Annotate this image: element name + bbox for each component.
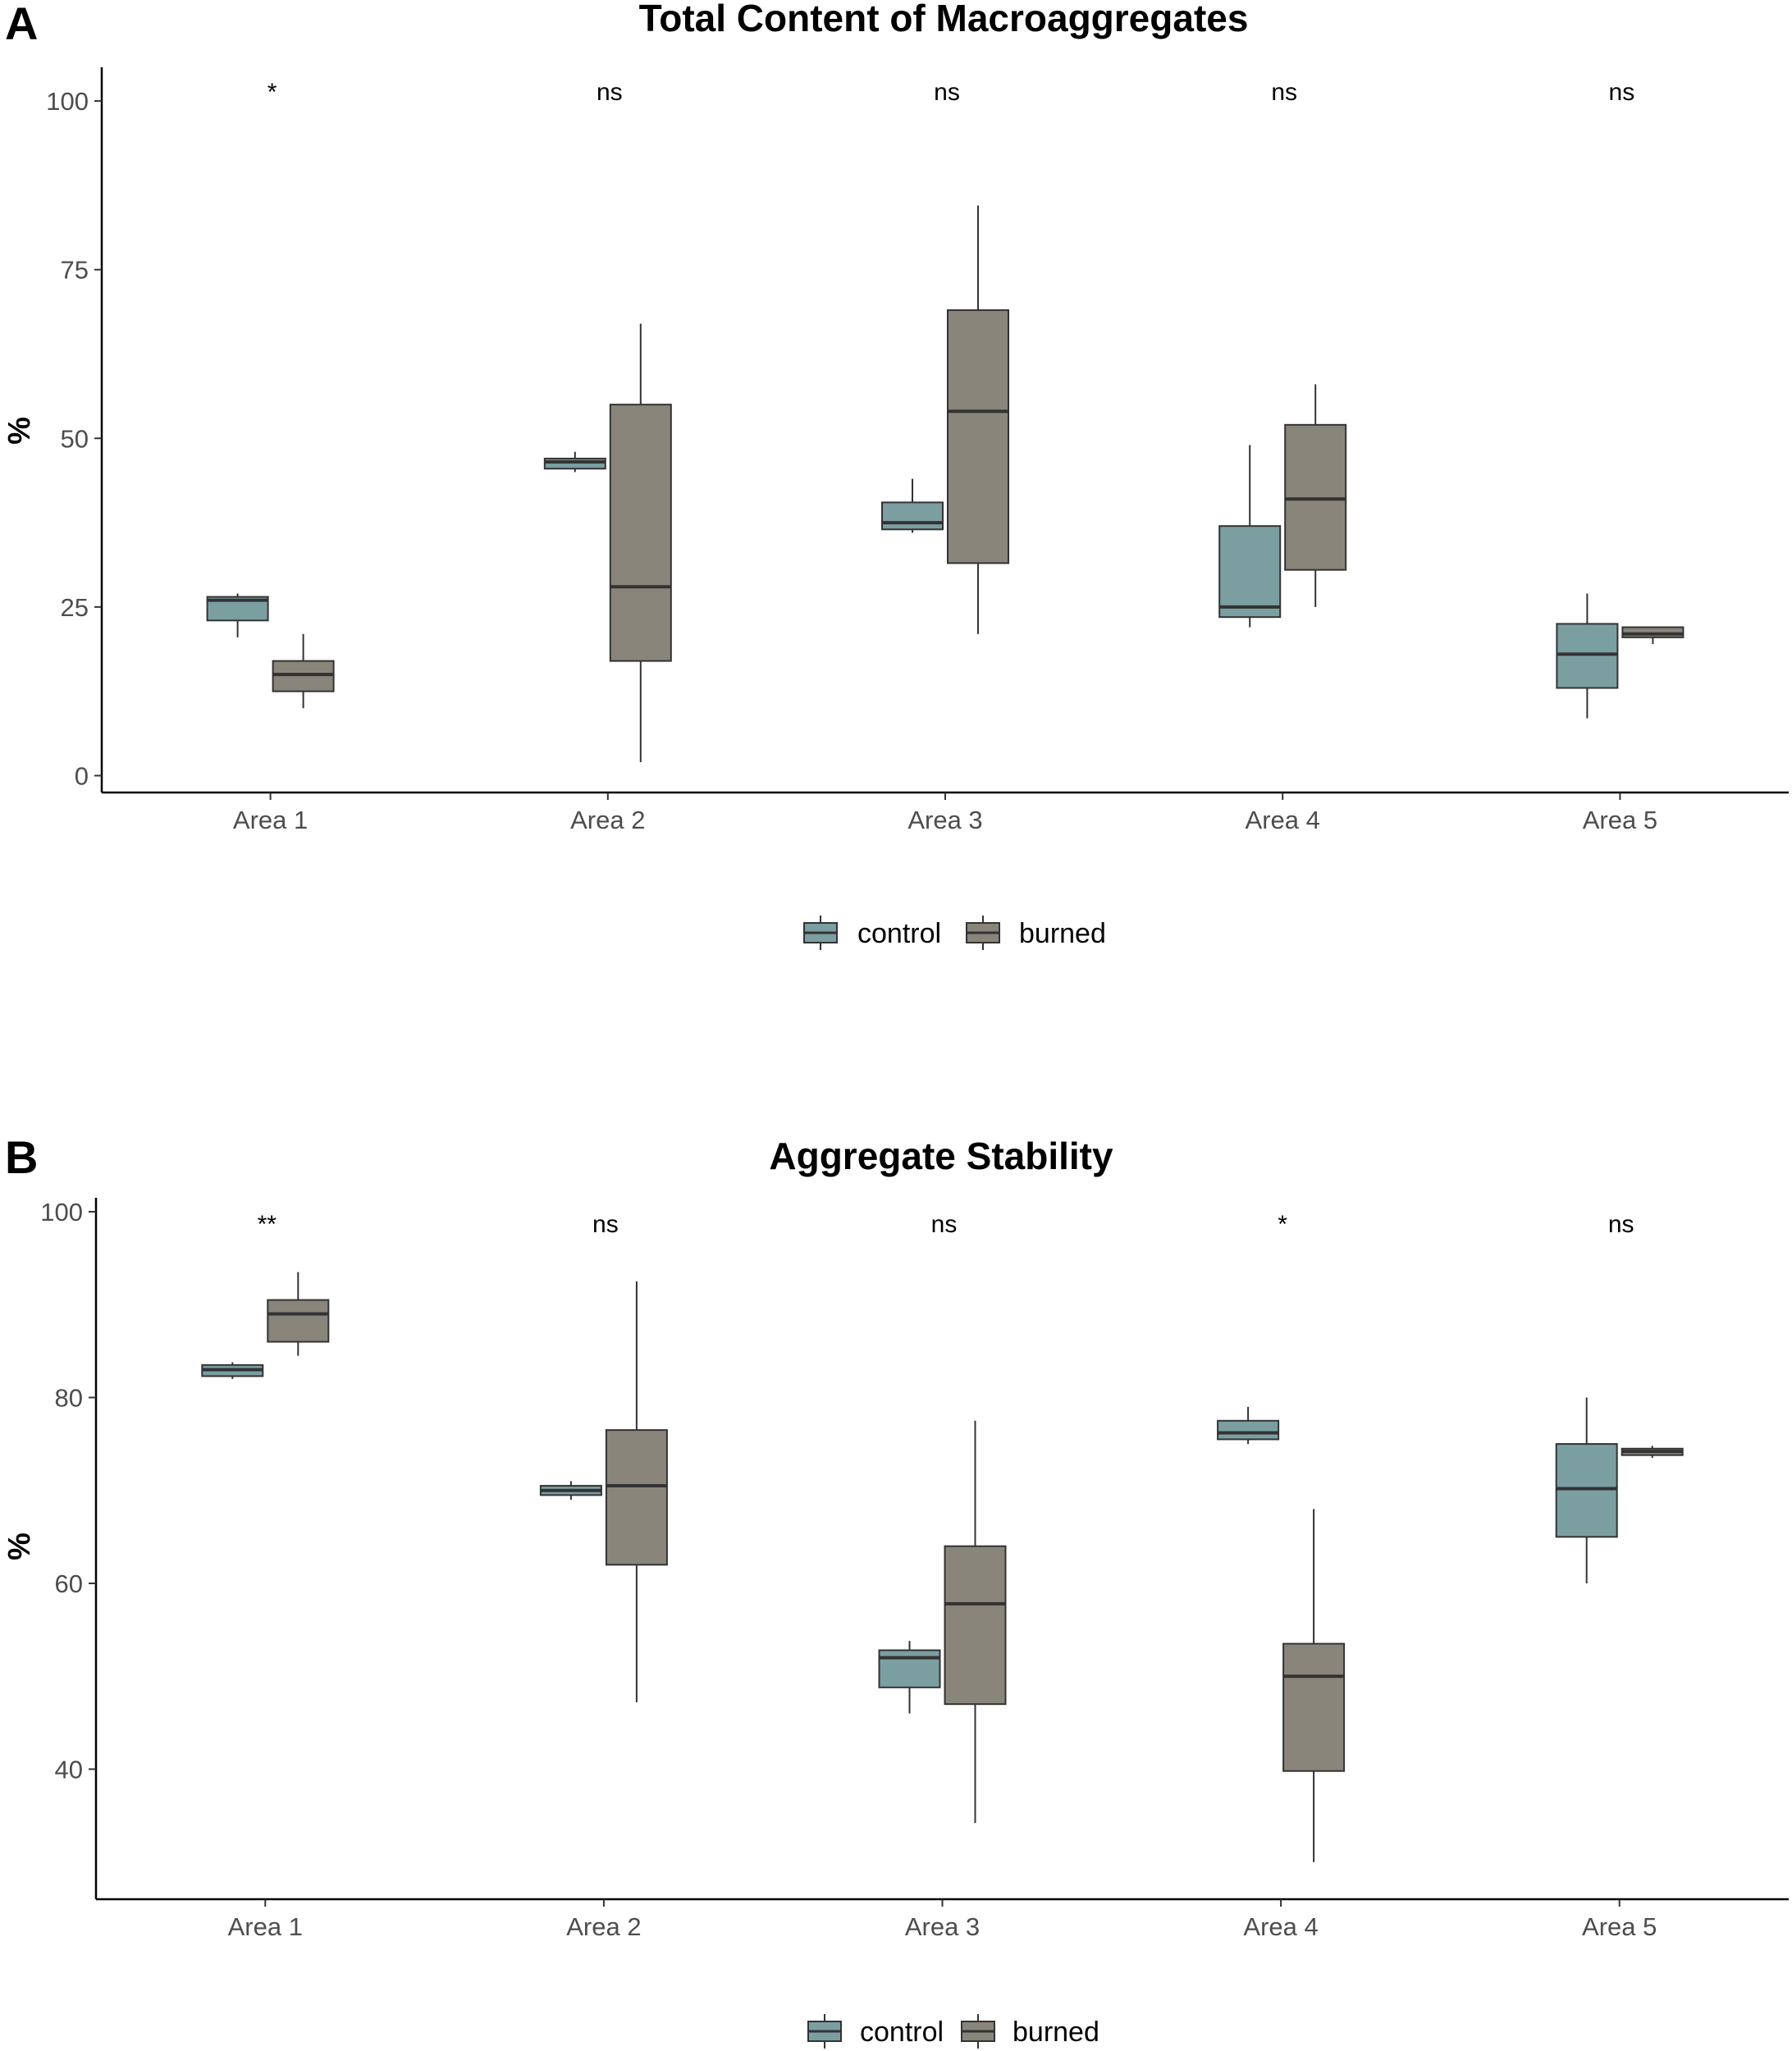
box-control <box>206 593 269 637</box>
x-tick-label: Area 1 <box>228 1912 303 1941</box>
significance-label: ns <box>934 79 960 106</box>
box-burned <box>1621 1446 1684 1459</box>
box-iqr <box>1282 1642 1346 1772</box>
y-tick-label: 100 <box>40 1198 83 1226</box>
y-tick-label: 40 <box>55 1755 83 1784</box>
significance-label: ns <box>592 1211 619 1238</box>
box-burned <box>947 205 1009 634</box>
box-burned <box>605 1281 668 1702</box>
x-tick-label: Area 3 <box>907 806 982 834</box>
box-control <box>1556 593 1619 719</box>
box-iqr <box>609 404 672 662</box>
box-control <box>201 1362 264 1379</box>
box-iqr <box>605 1429 668 1566</box>
box-iqr <box>1556 623 1619 689</box>
significance-label: ns <box>931 1211 958 1238</box>
significance-label: ns <box>1609 79 1635 106</box>
panel-a-title: Total Content of Macroaggregates <box>639 0 1249 39</box>
box-burned <box>609 323 672 762</box>
y-tick-label: 50 <box>61 424 89 453</box>
significance-label: ** <box>258 1211 277 1238</box>
y-tick-label: 75 <box>61 256 89 285</box>
panel-letter-b: B <box>5 1131 38 1183</box>
x-tick-label: Area 5 <box>1583 806 1657 834</box>
box-iqr <box>878 1649 941 1688</box>
box-burned <box>272 633 335 709</box>
panel-a-legend: control burned <box>803 916 1106 950</box>
panel-b-plot-area: 40 60 80 100 Area 1 ** Area 2 ns Area 3 ns Area 4 *… <box>40 1198 1789 1941</box>
box-control <box>1555 1397 1618 1583</box>
y-tick-label: 0 <box>75 761 89 790</box>
legend-label-control: control <box>857 918 941 949</box>
box-burned <box>1621 626 1685 645</box>
x-tick-label: Area 2 <box>570 806 645 834</box>
panel-b-title: Aggregate Stability <box>769 1135 1113 1177</box>
significance-label: ns <box>1271 79 1297 106</box>
panel-b-legend: control burned <box>807 2014 1099 2049</box>
x-tick-label: Area 4 <box>1243 1912 1318 1941</box>
box-iqr <box>881 501 944 531</box>
panel-a: A Total Content of Macroaggregates % 0 25… <box>2 0 1789 950</box>
box-control <box>881 478 944 533</box>
panel-a-plot-area: 0 25 50 75 100 Area 1 * Area 2 ns Area 3 ns Area 4 n… <box>46 67 1789 834</box>
box-iqr <box>1555 1443 1618 1538</box>
box-control <box>1217 1406 1280 1445</box>
box-iqr <box>1218 525 1282 619</box>
legend-label-burned: burned <box>1019 918 1106 949</box>
legend-label-burned: burned <box>1013 2017 1099 2048</box>
x-tick-label: Area 4 <box>1246 806 1320 834</box>
box-iqr <box>944 1545 1007 1706</box>
box-burned <box>944 1420 1007 1824</box>
significance-label: ns <box>1608 1211 1634 1238</box>
panel-a-y-axis-label: % <box>2 417 37 445</box>
box-iqr <box>1217 1419 1280 1441</box>
box-control <box>878 1641 941 1714</box>
box-burned <box>1284 384 1347 607</box>
legend-label-control: control <box>860 2017 944 2048</box>
y-tick-label: 25 <box>61 593 89 622</box>
box-iqr <box>1621 626 1685 638</box>
x-tick-label: Area 5 <box>1582 1912 1657 1941</box>
box-control <box>1218 445 1282 628</box>
box-iqr <box>272 660 335 692</box>
significance-label: * <box>267 79 277 106</box>
box-control <box>543 451 606 473</box>
significance-label: * <box>1278 1211 1287 1238</box>
x-tick-label: Area 1 <box>233 806 308 834</box>
y-tick-label: 60 <box>55 1569 83 1598</box>
box-iqr <box>267 1299 330 1343</box>
legend-key-control <box>807 2014 842 2049</box>
panel-b-y-axis-label: % <box>2 1533 37 1560</box>
y-tick-label: 80 <box>55 1383 83 1412</box>
box-iqr <box>1284 423 1347 571</box>
box-iqr <box>543 457 606 470</box>
significance-label: ns <box>597 79 623 106</box>
box-burned <box>1282 1509 1346 1862</box>
x-tick-label: Area 3 <box>905 1912 980 1941</box>
y-tick-label: 100 <box>46 87 89 116</box>
legend-key-burned <box>961 2014 995 2049</box>
box-control <box>539 1481 602 1501</box>
legend-key-burned <box>966 916 1000 950</box>
x-tick-label: Area 2 <box>566 1912 641 1941</box>
box-iqr <box>947 309 1009 564</box>
legend-key-control <box>803 916 838 950</box>
panel-b: B Aggregate Stability % 40 60 80 100 Area 1 *… <box>2 1131 1789 2049</box>
box-burned <box>267 1272 330 1356</box>
panel-letter-a: A <box>5 0 38 49</box>
